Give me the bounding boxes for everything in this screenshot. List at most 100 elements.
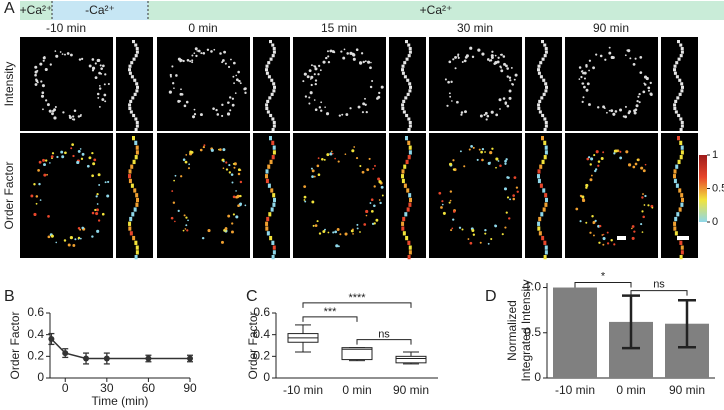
speckle bbox=[47, 235, 51, 239]
y-tick-label: 0 bbox=[37, 370, 44, 384]
y-tick-label: 0.2 bbox=[253, 349, 270, 363]
strip-segment bbox=[135, 120, 139, 125]
speckle bbox=[338, 114, 341, 117]
strip-segment bbox=[265, 68, 269, 72]
speckle bbox=[610, 109, 614, 113]
strip-segment bbox=[403, 61, 407, 65]
speckle bbox=[484, 232, 487, 235]
speckle bbox=[98, 87, 102, 90]
speckle bbox=[237, 204, 240, 208]
speckle bbox=[317, 173, 321, 177]
speckle bbox=[213, 48, 216, 51]
speckle bbox=[237, 70, 240, 74]
strip-segment bbox=[541, 113, 545, 118]
strip-segment bbox=[538, 231, 542, 236]
speckle bbox=[61, 53, 64, 55]
speckle bbox=[306, 75, 310, 79]
speckle bbox=[185, 216, 188, 219]
strip-segment bbox=[678, 188, 682, 193]
speckle bbox=[597, 160, 601, 163]
speckle bbox=[510, 66, 513, 69]
speckle bbox=[633, 230, 636, 233]
speckle bbox=[187, 219, 189, 222]
panel-label: A bbox=[4, 0, 15, 17]
speckle bbox=[221, 61, 224, 64]
speckle bbox=[33, 183, 36, 186]
strip-segment bbox=[272, 250, 276, 255]
speckle bbox=[614, 110, 618, 113]
micrograph bbox=[20, 37, 113, 131]
speckle bbox=[614, 149, 618, 153]
strip-segment bbox=[408, 193, 412, 198]
speckle bbox=[634, 162, 638, 166]
strip-segment bbox=[401, 103, 405, 107]
speckle bbox=[471, 229, 475, 233]
speckle bbox=[630, 227, 633, 230]
speckle bbox=[438, 191, 442, 195]
speckle bbox=[499, 108, 501, 110]
strip-segment bbox=[543, 117, 547, 121]
speckle bbox=[479, 114, 483, 118]
strip-segment bbox=[272, 124, 276, 128]
strip-segment bbox=[131, 96, 135, 100]
speckle bbox=[313, 99, 316, 101]
speckle bbox=[493, 62, 496, 65]
speckle bbox=[66, 52, 70, 55]
strip-segment bbox=[675, 183, 679, 188]
speckle bbox=[599, 224, 602, 228]
strip-segment bbox=[402, 231, 406, 236]
speckle bbox=[619, 150, 622, 153]
speckle bbox=[479, 241, 482, 244]
speckle bbox=[92, 162, 96, 166]
speckle bbox=[627, 111, 631, 115]
speckle bbox=[369, 85, 373, 89]
speckle bbox=[98, 184, 101, 186]
strip-segment bbox=[132, 40, 135, 44]
speckle bbox=[322, 230, 326, 234]
speckle bbox=[233, 82, 235, 85]
speckle bbox=[581, 195, 585, 199]
speckle bbox=[346, 52, 349, 55]
condition-label: +Ca²⁺ bbox=[420, 3, 453, 17]
speckle bbox=[231, 222, 234, 225]
strip-segment bbox=[132, 159, 136, 165]
strip-segment bbox=[408, 124, 412, 128]
strip-segment bbox=[134, 128, 138, 132]
speckle bbox=[314, 79, 318, 82]
strip-segment bbox=[134, 155, 138, 160]
speckle bbox=[495, 113, 499, 117]
speckle bbox=[369, 202, 372, 205]
speckle bbox=[640, 223, 643, 226]
speckle bbox=[73, 109, 77, 112]
strip-segment bbox=[677, 40, 680, 44]
strip-segment bbox=[675, 75, 679, 79]
strip-segment bbox=[134, 255, 138, 260]
speckle bbox=[639, 55, 643, 59]
strip-segment bbox=[272, 47, 276, 51]
speckle bbox=[228, 96, 232, 99]
speckle bbox=[468, 148, 471, 151]
speckle bbox=[59, 51, 62, 53]
strip-segment bbox=[268, 212, 272, 217]
speckle bbox=[320, 109, 323, 112]
speckle bbox=[605, 111, 608, 114]
speckle bbox=[484, 111, 488, 115]
speckle bbox=[331, 50, 335, 54]
strip-segment bbox=[544, 193, 548, 198]
speckle bbox=[612, 112, 616, 116]
strip-segment bbox=[543, 155, 547, 160]
speckle bbox=[457, 53, 460, 56]
speckle bbox=[183, 104, 187, 108]
strip-segment bbox=[135, 85, 139, 89]
speckle bbox=[582, 82, 585, 85]
strip-segment bbox=[269, 159, 273, 165]
speckle bbox=[316, 164, 320, 168]
x-tick-label: 0 min bbox=[616, 383, 645, 397]
speckle bbox=[228, 163, 231, 167]
speckle bbox=[470, 144, 473, 148]
speckle bbox=[98, 106, 101, 108]
y-tick-label: 0.6 bbox=[27, 305, 44, 319]
speckle bbox=[190, 150, 194, 154]
strip-segment bbox=[128, 68, 132, 72]
